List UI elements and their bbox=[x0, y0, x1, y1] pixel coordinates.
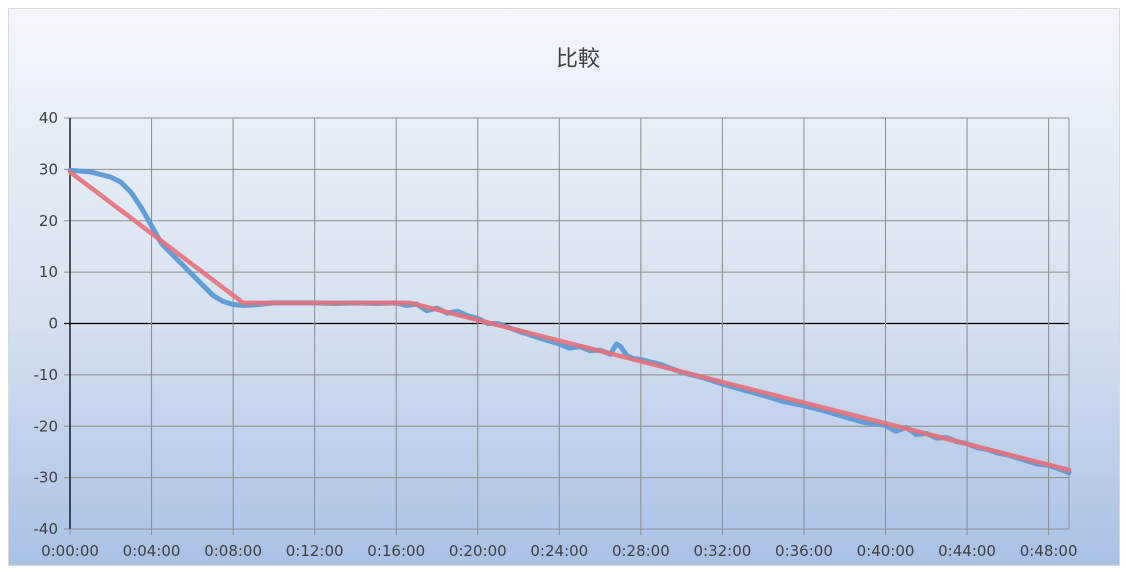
chart-frame bbox=[8, 8, 1120, 566]
y-tick-label: -20 bbox=[34, 417, 59, 435]
x-tick-label: 0:04:00 bbox=[123, 542, 181, 560]
grid bbox=[64, 117, 1070, 535]
y-tick-label: -10 bbox=[34, 366, 59, 384]
x-axis-labels: 0:00:00 0:04:00 0:08:00 0:12:00 0:16:00 0:20:… bbox=[41, 542, 1077, 560]
x-tick-label: 0:24:00 bbox=[530, 542, 588, 560]
x-tick-label: 0:08:00 bbox=[204, 542, 262, 560]
y-axis-labels: 40 30 20 10 0 -10 -20 -30 -40 bbox=[34, 109, 59, 538]
y-tick-label: 10 bbox=[39, 263, 58, 281]
x-tick-label: 0:20:00 bbox=[449, 542, 507, 560]
x-tick-label: 0:16:00 bbox=[367, 542, 425, 560]
chart-title: 比較 bbox=[556, 47, 600, 72]
series-line-1 bbox=[67, 167, 1072, 475]
x-tick-label: 0:48:00 bbox=[1020, 542, 1078, 560]
y-tick-label: -30 bbox=[34, 469, 59, 487]
y-tick-label: 20 bbox=[39, 212, 58, 230]
y-tick-label: 0 bbox=[48, 315, 58, 333]
y-tick-label: 40 bbox=[39, 109, 58, 127]
x-tick-label: 0:32:00 bbox=[693, 542, 751, 560]
x-tick-label: 0:36:00 bbox=[775, 542, 833, 560]
x-tick-label: 0:28:00 bbox=[612, 542, 670, 560]
x-tick-label: 0:12:00 bbox=[286, 542, 344, 560]
y-tick-label: 30 bbox=[39, 160, 58, 178]
y-tick-label: -40 bbox=[34, 520, 59, 538]
axes bbox=[69, 118, 1069, 530]
x-tick-label: 0:40:00 bbox=[857, 542, 915, 560]
series-layer bbox=[67, 167, 1072, 475]
series-line-2 bbox=[67, 169, 1072, 473]
x-tick-label: 0:44:00 bbox=[938, 542, 996, 560]
x-tick-label: 0:00:00 bbox=[41, 542, 99, 560]
